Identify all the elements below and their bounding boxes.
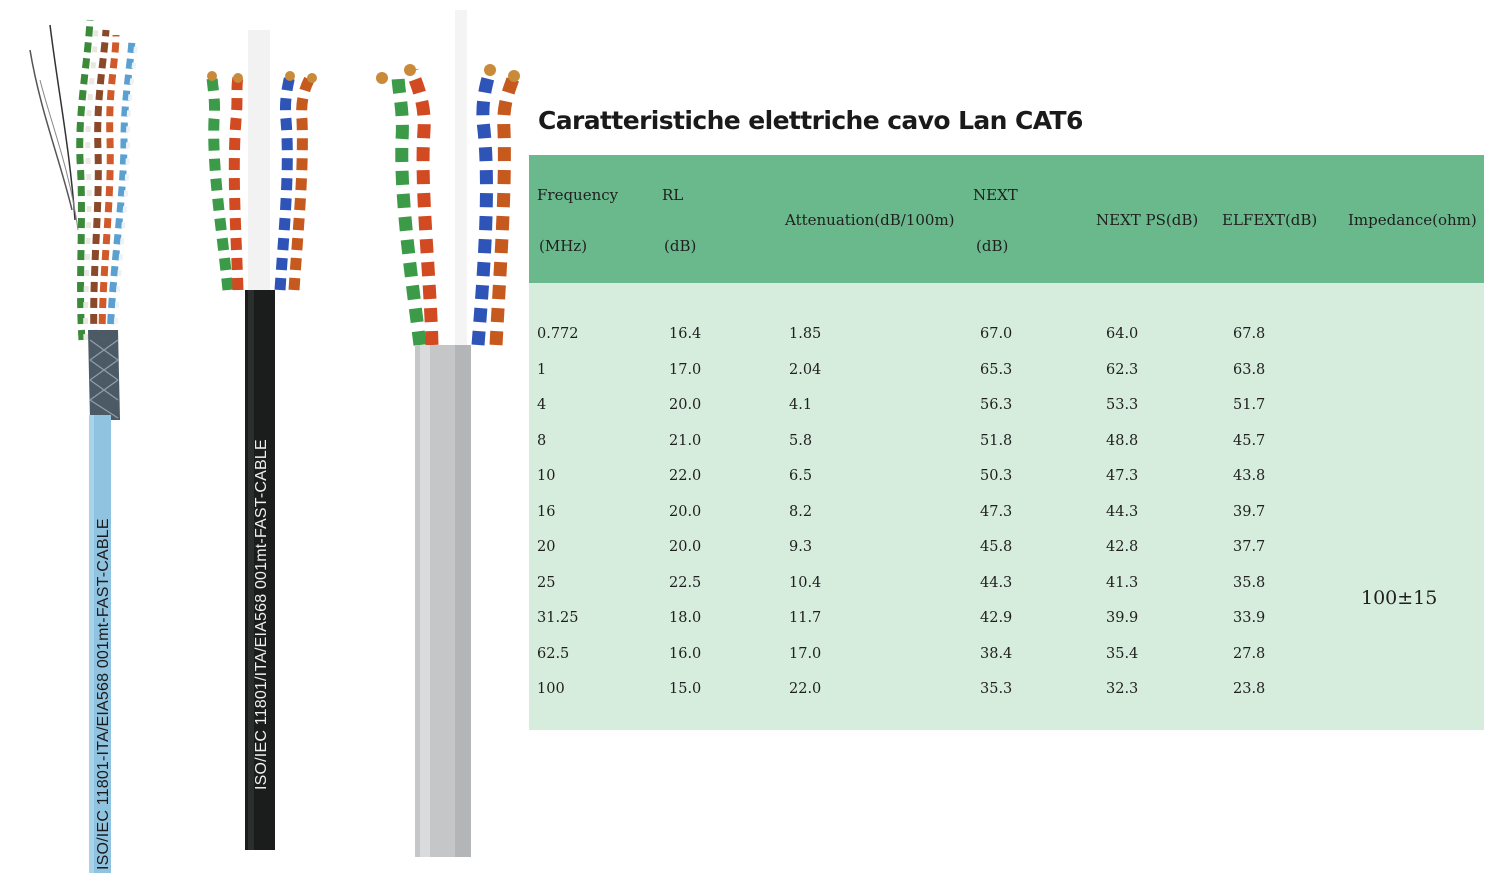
cell-frequency: 20: [537, 539, 556, 555]
cell-rl: 22.5: [669, 574, 702, 591]
cell-frequency: 8: [537, 432, 547, 449]
cell-attenuation: 17.0: [789, 645, 822, 662]
blue-cable-image: ISO/IEC 11801-ITA/EIA568 001mt-FAST-CABL…: [29, 19, 138, 873]
cell-elfext: 35.8: [1233, 574, 1266, 591]
page-title: Caratteristiche elettriche cavo Lan CAT6: [538, 106, 1083, 135]
cell-attenuation: 1.85: [789, 326, 822, 342]
cell-attenuation: 5.8: [789, 432, 813, 449]
cell-frequency: 0.772: [537, 326, 579, 342]
cell-next: 56.3: [980, 397, 1013, 413]
cell-next: 51.8: [980, 432, 1013, 449]
cell-next: 50.3: [980, 468, 1013, 484]
cell-attenuation: 22.0: [789, 681, 822, 697]
cell-elfext: 23.8: [1233, 681, 1266, 697]
cell-next: 45.8: [980, 539, 1013, 555]
header-next-unit: (dB): [976, 237, 1009, 255]
cell-elfext: 45.7: [1233, 432, 1266, 449]
cell-next-ps: 62.3: [1106, 361, 1139, 378]
cell-next: 42.9: [980, 610, 1013, 626]
cell-rl: 20.0: [669, 503, 702, 520]
cell-next: 65.3: [980, 361, 1013, 378]
cell-attenuation: 10.4: [789, 574, 822, 591]
cell-rl: 16.4: [669, 326, 702, 342]
cell-frequency: 31.25: [537, 610, 579, 626]
table-body: [529, 283, 1484, 730]
cell-frequency: 100: [537, 681, 565, 697]
cell-elfext: 39.7: [1233, 503, 1266, 520]
header-frequency: Frequency: [537, 186, 619, 204]
cell-attenuation: 8.2: [789, 503, 813, 520]
header-attenuation: Attenuation(dB/100m): [785, 211, 955, 229]
black-cable-image: ISO/IEC 11801/ITA/EIA568 001mt-FAST-CABL…: [206, 30, 317, 850]
cell-next-ps: 53.3: [1106, 397, 1139, 413]
cell-next-ps: 42.8: [1106, 539, 1139, 555]
header-frequency-unit: (MHz): [539, 237, 588, 255]
cell-frequency: 4: [537, 397, 547, 413]
cell-elfext: 43.8: [1233, 468, 1266, 484]
cell-frequency: 62.5: [537, 645, 570, 662]
cable-illustrations: ISO/IEC 11801-ITA/EIA568 001mt-FAST-CABL…: [29, 10, 521, 873]
black-cable-print: ISO/IEC 11801/ITA/EIA568 001mt-FAST-CABL…: [253, 439, 270, 790]
header-next-ps: NEXT PS(dB): [1096, 211, 1199, 229]
impedance-value: 100±15: [1361, 587, 1438, 609]
cell-frequency: 10: [537, 468, 556, 484]
header-rl-unit: (dB): [664, 237, 697, 255]
blue-cable-print: ISO/IEC 11801-ITA/EIA568 001mt-FAST-CABL…: [95, 518, 112, 870]
cell-frequency: 16: [537, 503, 556, 520]
cell-attenuation: 4.1: [789, 397, 813, 413]
cell-frequency: 1: [537, 361, 547, 378]
header-rl: RL: [662, 186, 684, 204]
cell-next-ps: 41.3: [1106, 574, 1139, 591]
cell-rl: 22.0: [669, 468, 702, 484]
cell-next: 47.3: [980, 503, 1013, 520]
cell-next: 35.3: [980, 681, 1013, 697]
cell-rl: 20.0: [669, 397, 702, 413]
header-elfext: ELFEXT(dB): [1222, 211, 1318, 229]
cell-next-ps: 35.4: [1106, 645, 1139, 662]
header-next: NEXT: [973, 186, 1018, 204]
cell-next: 67.0: [980, 326, 1013, 342]
cell-rl: 16.0: [669, 645, 702, 662]
cell-frequency: 25: [537, 574, 556, 591]
cell-next-ps: 64.0: [1106, 326, 1139, 342]
cell-next: 38.4: [980, 645, 1013, 662]
cell-elfext: 37.7: [1233, 539, 1266, 555]
cell-attenuation: 2.04: [789, 361, 822, 378]
cell-rl: 15.0: [669, 681, 702, 697]
table-header: [529, 155, 1484, 283]
cell-rl: 18.0: [669, 610, 702, 626]
cell-attenuation: 9.3: [789, 539, 813, 555]
cell-next: 44.3: [980, 574, 1013, 591]
cell-rl: 17.0: [669, 361, 702, 378]
cell-next-ps: 39.9: [1106, 610, 1139, 626]
cell-next-ps: 48.8: [1106, 432, 1139, 449]
cell-elfext: 63.8: [1233, 361, 1266, 378]
cell-next-ps: 47.3: [1106, 468, 1139, 484]
header-impedance: Impedance(ohm): [1348, 211, 1477, 229]
cell-next-ps: 32.3: [1106, 681, 1139, 697]
cell-attenuation: 6.5: [789, 468, 813, 484]
cell-next-ps: 44.3: [1106, 503, 1139, 520]
cell-attenuation: 11.7: [789, 610, 822, 626]
cell-rl: 20.0: [669, 539, 702, 555]
cell-elfext: 27.8: [1233, 645, 1266, 662]
grey-cable-image: [376, 10, 521, 857]
cell-elfext: 33.9: [1233, 610, 1266, 626]
cell-elfext: 51.7: [1233, 397, 1266, 413]
cell-rl: 21.0: [669, 432, 702, 449]
cell-elfext: 67.8: [1233, 326, 1266, 342]
spec-table: Frequency (MHz) RL (dB) Attenuation(dB/1…: [529, 155, 1484, 730]
